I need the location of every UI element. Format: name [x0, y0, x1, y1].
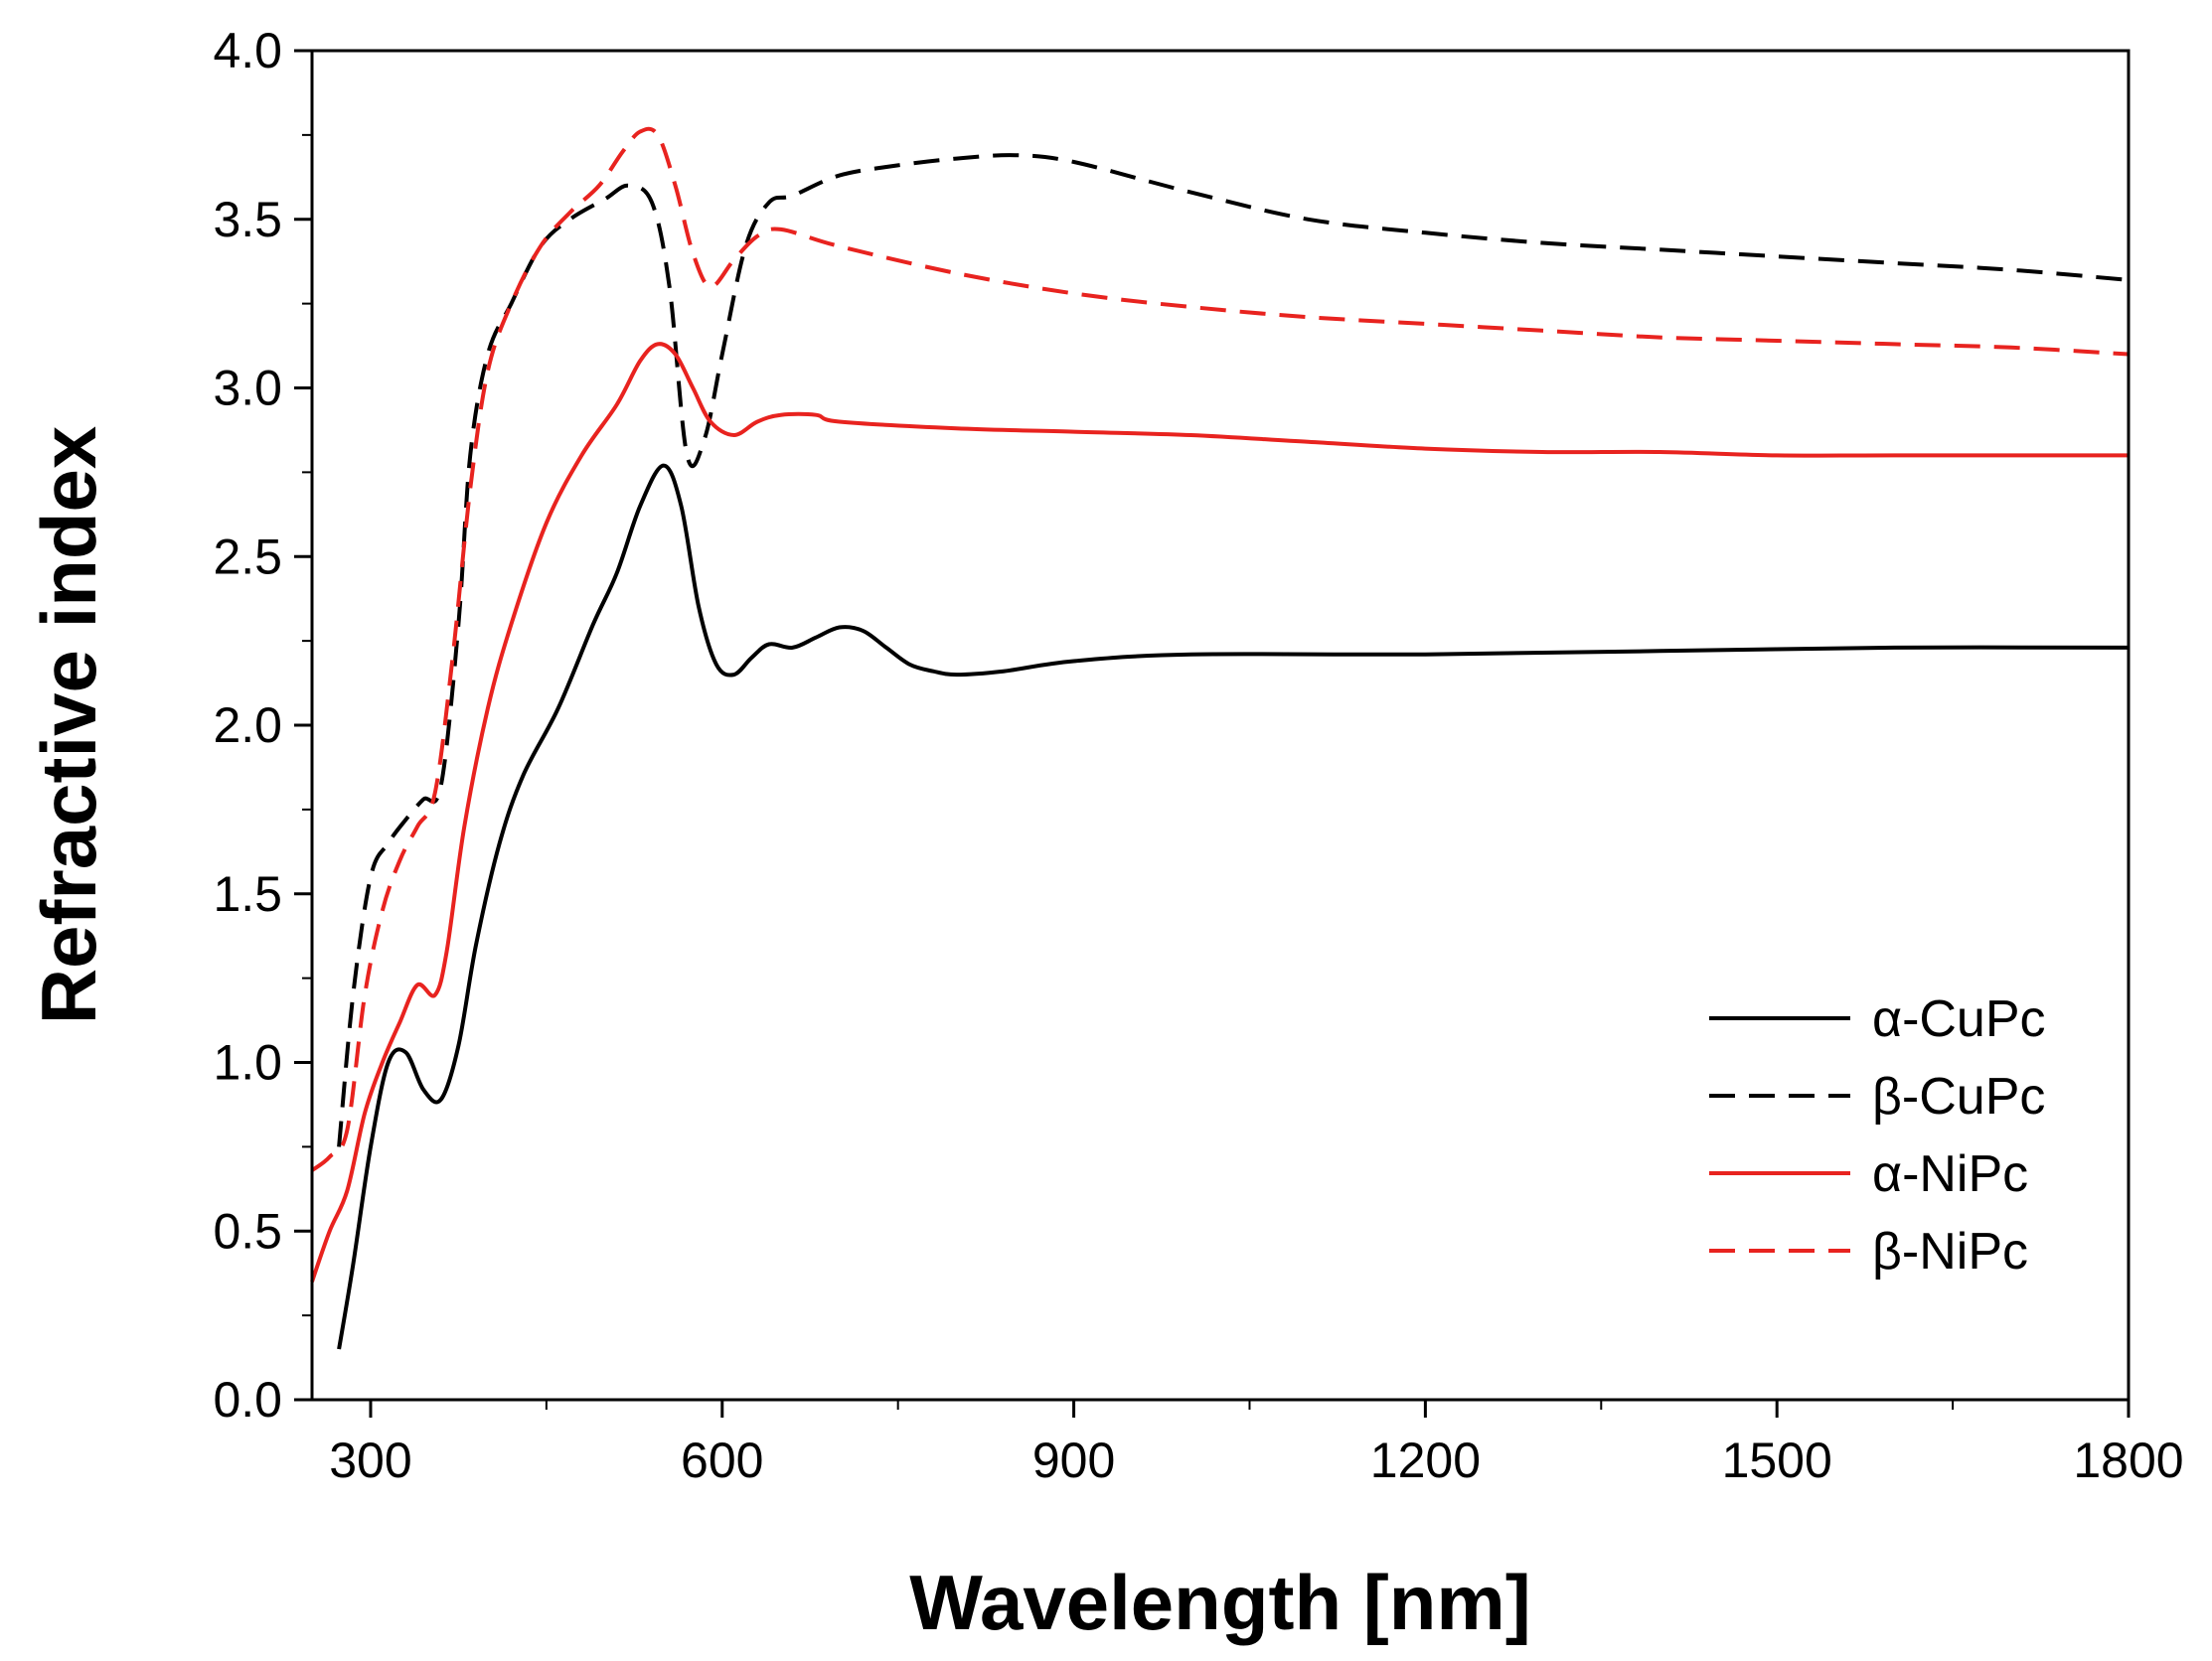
x-tick-label: 1200	[1370, 1433, 1481, 1488]
series-line-2	[337, 153, 2130, 1147]
y-axis-ticks: 0.0 0.5 1.0 1.5 2.0 2.5 3.0 3.5 4.0	[213, 23, 312, 1428]
y-tick-label: 3.0	[213, 361, 282, 416]
legend-label: α-NiPc	[1872, 1145, 2028, 1203]
y-tick-label: 3.5	[213, 192, 282, 247]
legend-label: β-NiPc	[1872, 1223, 2028, 1281]
series-line-3	[310, 342, 2129, 1283]
y-tick-label: 0.5	[213, 1203, 282, 1259]
x-tick-label: 900	[1032, 1433, 1115, 1488]
series-line-1	[337, 463, 2130, 1350]
y-tick-label: 0.0	[213, 1372, 282, 1428]
x-tick-label: 300	[329, 1433, 411, 1488]
legend: α-CuPc β-CuPc α-NiPc β-NiPc	[1709, 990, 2046, 1281]
series-layer	[310, 126, 2130, 1350]
x-tick-label: 1800	[2073, 1433, 2183, 1488]
y-tick-label: 2.5	[213, 528, 282, 584]
y-tick-label: 4.0	[213, 23, 282, 78]
x-tick-label: 600	[681, 1433, 763, 1488]
x-tick-label: 1500	[1722, 1433, 1832, 1488]
y-tick-label: 2.0	[213, 697, 282, 753]
y-tick-label: 1.0	[213, 1035, 282, 1091]
plot-frame	[310, 49, 2131, 1402]
series-line-4	[310, 126, 2130, 1172]
legend-label: β-CuPc	[1872, 1068, 2045, 1126]
legend-label: α-CuPc	[1872, 990, 2046, 1048]
y-tick-label: 1.5	[213, 866, 282, 922]
x-axis-ticks: 300 600 900 1200 1500 1800	[329, 1400, 2184, 1488]
x-axis-title: Wavelength [nm]	[909, 1559, 1530, 1646]
y-axis-title: Refractive index	[25, 426, 112, 1025]
